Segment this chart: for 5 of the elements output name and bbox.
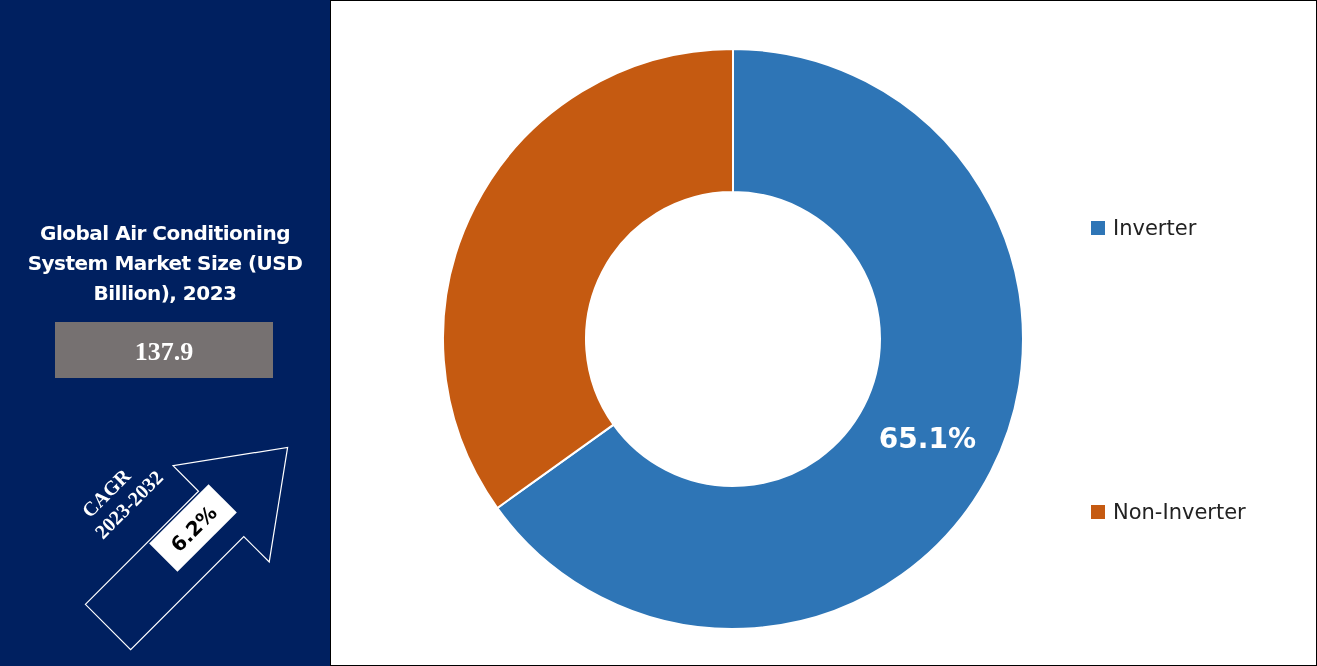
data-label: 65.1%	[878, 422, 976, 456]
legend-label: Non-Inverter	[1113, 500, 1246, 524]
text: 137.9	[134, 337, 194, 366]
legend-label: Inverter	[1113, 216, 1197, 240]
text: Global Air Conditioning System Market Size (USD Billion), 2023	[26, 220, 304, 307]
